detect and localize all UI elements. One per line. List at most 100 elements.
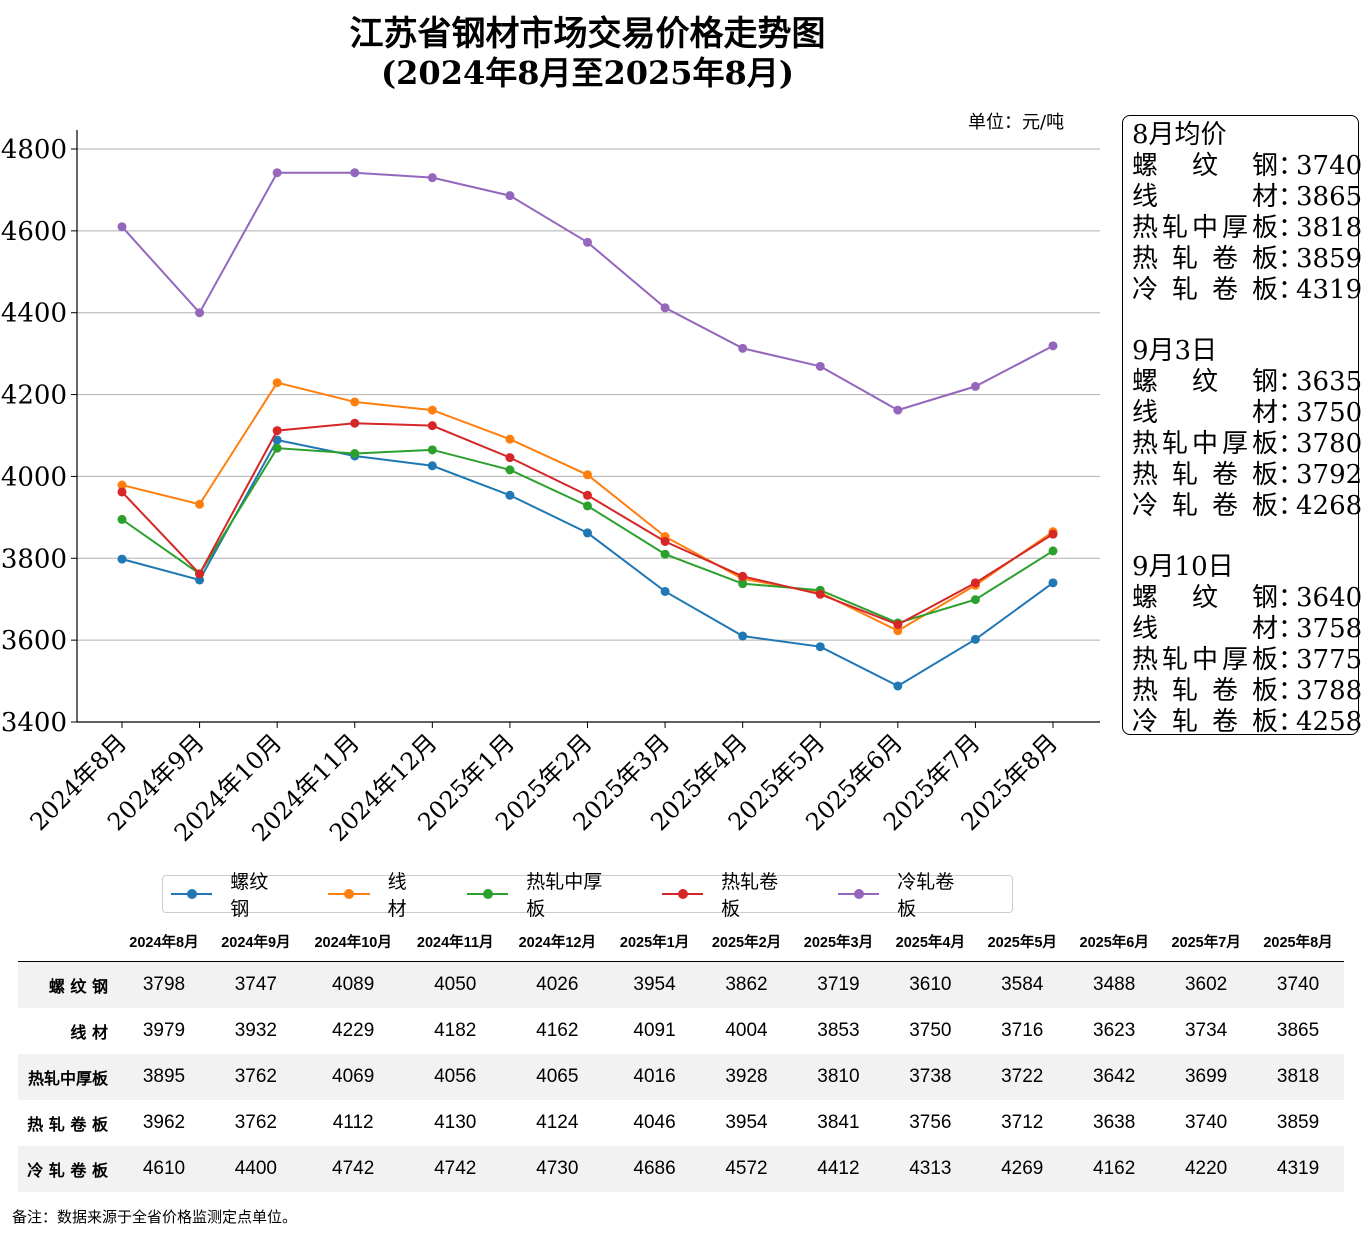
series-lines: [117, 168, 1058, 691]
table-row-header: 热轧中厚板: [27, 1069, 108, 1088]
data-point: [815, 361, 825, 371]
table-cell: 4229: [332, 1020, 375, 1041]
price-data-table: 2024年8月 2024年9月 2024年10月 2024年11月 2024年12月 20…: [18, 922, 1344, 1192]
table-cell: 3712: [1001, 1112, 1044, 1133]
table-cell: 3642: [1093, 1066, 1136, 1087]
data-point: [583, 237, 592, 247]
grid-lines: [77, 148, 1100, 723]
table-row-header: 线 材: [70, 1023, 108, 1042]
data-point: [738, 343, 748, 353]
table-cell: 3798: [142, 974, 186, 995]
table-row-header: 热 轧 卷 板: [27, 1115, 108, 1134]
info-row: 螺纹钢： 3740: [1132, 151, 1362, 182]
info-row-value: 3788: [1296, 676, 1362, 706]
legend-label: 螺纹钢: [230, 871, 269, 920]
info-row-colon: ：: [1278, 676, 1305, 706]
legend-marker-icon: [326, 884, 371, 904]
legend-marker-icon: [660, 884, 705, 904]
data-point: [1048, 578, 1058, 588]
info-row-name: 热轧中厚板: [1132, 645, 1278, 675]
table-column-header: 2025年8月: [1252, 922, 1344, 962]
data-point: [660, 537, 670, 547]
table-row: 螺 纹 钢 3798 3747 4089 4050 4026 3954 3862 3719 361…: [18, 961, 1344, 1008]
info-row-colon: ：: [1278, 707, 1305, 737]
info-block: 8月均价螺纹钢： 3740 线材： 3865 热轧中厚板： 3818 热轧卷板： 3859 冷轧…: [1132, 120, 1362, 306]
info-row: 热轧中厚板： 3780: [1132, 429, 1362, 460]
info-row-colon: ：: [1278, 275, 1305, 305]
table-cell: 3853: [817, 1020, 860, 1041]
info-row-value: 3750: [1296, 398, 1362, 428]
info-row-colon: ：: [1278, 614, 1305, 644]
table-header-row: 2024年8月 2024年9月 2024年10月 2024年11月 2024年12月 20…: [18, 922, 1344, 962]
table-cell: 3584: [1001, 974, 1044, 995]
legend-label: 热轧卷板: [721, 871, 779, 920]
table-cell: 3932: [234, 1020, 278, 1041]
y-tick-label: 3600: [1, 626, 67, 656]
info-row: 热轧卷板： 3792: [1132, 460, 1362, 491]
table-cell: 3610: [909, 974, 952, 995]
data-point: [195, 569, 205, 579]
table-cell: 3734: [1184, 1020, 1228, 1041]
data-point: [272, 378, 282, 388]
table-cell: 3928: [725, 1066, 768, 1087]
legend-item: 热轧中厚板: [465, 867, 620, 921]
table-column-header: 2024年10月: [301, 922, 405, 962]
table-cell: 3750: [909, 1020, 952, 1041]
table-cell: 4162: [1093, 1158, 1136, 1179]
table-cell: 3747: [234, 974, 278, 995]
table-cell: 4610: [142, 1158, 186, 1179]
table-cell: 4182: [434, 1020, 477, 1041]
table-cell: 3810: [817, 1066, 860, 1087]
table-column-header: 2024年12月: [506, 922, 609, 962]
price-info-box: 8月均价螺纹钢： 3740 线材： 3865 热轧中厚板： 3818 热轧卷板： 3859 冷轧…: [1122, 115, 1362, 737]
info-row-name: 冷轧卷板: [1132, 275, 1278, 305]
table-column-header: 2025年2月: [700, 922, 793, 962]
data-point: [117, 487, 127, 497]
table-column-header: 2025年4月: [884, 922, 977, 962]
table-cell: 4089: [332, 974, 375, 995]
table-cell: 4026: [536, 974, 579, 995]
table-cell: 4069: [332, 1066, 375, 1087]
info-block-heading: 8月均价: [1132, 120, 1227, 150]
table-cell: 4046: [633, 1112, 676, 1133]
table-cell: 3979: [142, 1020, 186, 1041]
data-point: [738, 631, 748, 641]
info-row-value: 3758: [1296, 614, 1362, 644]
chart-title: 江苏省钢材市场交易价格走势图: [349, 14, 826, 54]
line-chart: 340036003800400042004400460048002024年8月2…: [1, 130, 1100, 847]
table-row: 热轧中厚板 3895 3762 4069 4056 4065 4016 3928 3810 373…: [18, 1054, 1344, 1100]
info-row: 螺纹钢： 3635: [1132, 367, 1362, 398]
info-row-colon: ：: [1278, 429, 1305, 459]
info-row-colon: ：: [1278, 398, 1305, 428]
info-row-colon: ：: [1278, 244, 1305, 274]
data-point: [583, 501, 592, 511]
table-cell: 3859: [1276, 1112, 1320, 1133]
series-line: [121, 422, 1054, 626]
info-row: 线材： 3750: [1132, 398, 1362, 429]
data-point: [117, 480, 127, 490]
table-cell: 3488: [1093, 974, 1136, 995]
data-point: [505, 490, 515, 500]
table-cell: 3756: [909, 1112, 952, 1133]
table-column-header: 2024年8月: [118, 922, 210, 962]
info-row-colon: ：: [1278, 213, 1305, 243]
legend-label: 冷轧卷板: [897, 871, 955, 920]
info-row-value: 3818: [1296, 213, 1362, 243]
table-row: 冷 轧 卷 板 4610 4400 4742 4742 4730 4686 4572 4412 4…: [18, 1146, 1344, 1192]
info-row-name: 热轧卷板: [1132, 676, 1278, 706]
table-cell: 3865: [1276, 1020, 1320, 1041]
data-point: [272, 426, 282, 436]
table-column-header: 2025年1月: [608, 922, 701, 962]
data-point: [970, 381, 980, 391]
info-row: 冷轧卷板： 4268: [1132, 491, 1362, 522]
table-column-header: 2025年6月: [1068, 922, 1161, 962]
info-row-name: 热轧中厚板: [1132, 213, 1278, 243]
unit-label: 单位：元/吨: [968, 112, 1065, 133]
info-row-name: 热轧中厚板: [1132, 429, 1278, 459]
table-row-header: 冷 轧 卷 板: [27, 1161, 108, 1180]
y-tick-label: 4600: [1, 217, 67, 247]
info-row-value: 3640: [1296, 583, 1362, 613]
table-cell: 3954: [725, 1112, 768, 1133]
table-row-header: 螺 纹 钢: [48, 977, 108, 996]
info-row-colon: ：: [1278, 645, 1305, 675]
